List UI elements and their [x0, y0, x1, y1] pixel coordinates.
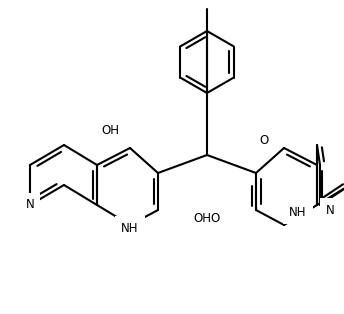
Text: O: O — [259, 133, 269, 147]
Text: OHO: OHO — [193, 212, 221, 225]
Text: N: N — [326, 203, 334, 216]
Text: NH: NH — [121, 221, 139, 235]
Text: N: N — [25, 198, 34, 212]
Text: NH: NH — [289, 205, 307, 219]
Text: OH: OH — [101, 123, 119, 137]
